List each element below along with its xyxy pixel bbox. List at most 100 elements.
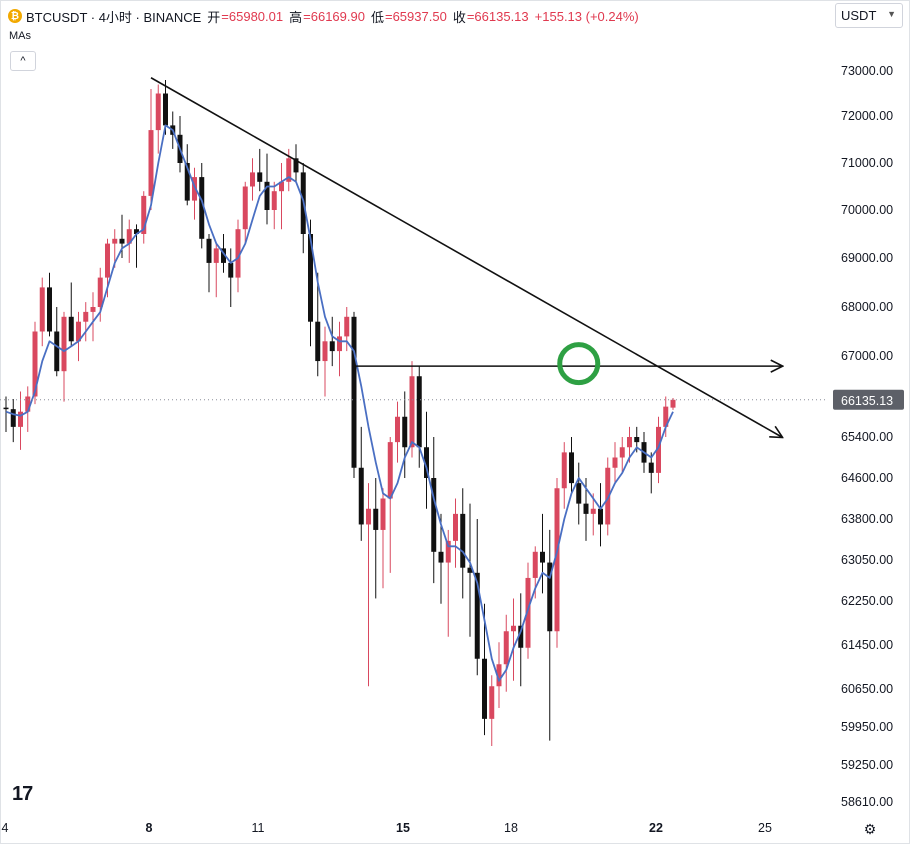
candle-body <box>105 243 110 278</box>
candle-body <box>525 577 531 648</box>
candle-body <box>496 664 502 687</box>
candle <box>366 483 371 687</box>
candle <box>540 513 545 594</box>
candle-body <box>474 572 480 659</box>
candle <box>445 529 451 637</box>
candle <box>184 144 190 206</box>
candle <box>554 478 560 648</box>
candle-body <box>68 316 74 342</box>
candle <box>134 224 139 268</box>
candle-body <box>83 311 89 322</box>
candle <box>329 316 335 367</box>
candle-body <box>503 631 509 665</box>
candle-body <box>387 442 393 499</box>
tradingview-logo[interactable]: 17 <box>12 783 33 805</box>
currency-select[interactable]: USDT ▼ <box>835 3 903 28</box>
candle-body <box>518 625 524 648</box>
price-tick-label: 59950.00 <box>841 720 893 734</box>
price-tick-label: 61450.00 <box>841 638 893 652</box>
candle-body <box>329 341 335 352</box>
candle-body <box>199 177 205 239</box>
candle <box>242 181 248 244</box>
candle-body <box>155 93 161 131</box>
time-tick-label: 22 <box>649 821 663 835</box>
candle-body <box>402 416 408 448</box>
candle <box>192 167 197 220</box>
indicator-label[interactable]: MAs <box>9 30 31 42</box>
candle <box>206 234 212 293</box>
gear-icon[interactable]: ⚙ <box>863 820 877 837</box>
candle-body <box>25 396 31 412</box>
candle-body <box>511 625 516 632</box>
candle <box>431 437 437 584</box>
price-axis[interactable]: 73000.00 72000.00 71000.00 70000.00 69000.00… <box>841 64 893 809</box>
candle-body <box>395 416 400 443</box>
candle <box>119 214 125 258</box>
candle-body <box>619 447 625 458</box>
candle-body <box>489 686 495 719</box>
candle-body <box>656 426 661 473</box>
time-tick-label: 18 <box>504 821 518 835</box>
candle <box>503 614 509 692</box>
price-tick-label: 68000.00 <box>841 300 893 314</box>
close-label: 收 <box>452 9 466 25</box>
candle <box>656 416 661 484</box>
candle <box>10 399 16 443</box>
candle-body <box>351 316 357 468</box>
price-tick-label: 58610.00 <box>841 795 893 809</box>
candle <box>54 307 60 377</box>
currency-value: USDT <box>841 8 877 23</box>
candle-body <box>61 316 67 372</box>
candle-body <box>10 409 16 427</box>
candle <box>416 366 422 468</box>
candle-body <box>228 262 234 278</box>
candle <box>424 411 429 509</box>
candle-body <box>39 287 45 332</box>
price-tick-label: 69000.00 <box>841 251 893 265</box>
candle-body <box>76 321 81 342</box>
candle-body <box>213 248 219 263</box>
candle-body <box>438 551 444 563</box>
price-tick-label: 62250.00 <box>841 594 893 608</box>
candle <box>213 243 219 298</box>
candle <box>264 153 270 225</box>
open-value: =65980.01 <box>221 8 284 24</box>
candle-body <box>206 238 212 263</box>
candle-body <box>141 195 147 234</box>
candle <box>344 307 350 352</box>
close-value: =66135.13 <box>466 8 529 24</box>
trendline-arrow[interactable] <box>150 77 782 437</box>
high-value: =66169.90 <box>303 8 365 24</box>
candle <box>76 311 81 362</box>
collapse-legend-button[interactable]: ^ <box>10 51 36 71</box>
chevron-up-icon: ^ <box>20 55 26 67</box>
ma-line <box>5 124 674 682</box>
candle <box>590 493 596 536</box>
candle <box>315 272 321 377</box>
candle <box>438 513 444 604</box>
candle-body <box>670 399 676 408</box>
candle <box>467 503 473 637</box>
price-tick-label: 67000.00 <box>841 349 893 363</box>
symbol-title[interactable]: BTCUSDT · 4小时 · BINANCE <box>26 9 202 25</box>
candle-body <box>322 341 328 362</box>
candle <box>576 462 582 525</box>
candle-body <box>583 503 589 514</box>
candle-body <box>424 447 429 478</box>
highlight-circle[interactable] <box>557 342 601 386</box>
candle-body <box>90 307 96 312</box>
candle <box>148 89 154 210</box>
candle <box>387 437 393 573</box>
candle-body <box>97 277 103 307</box>
candle <box>474 519 480 676</box>
chevron-down-icon: ▼ <box>887 9 896 19</box>
candle-body <box>134 229 139 234</box>
candle-body <box>286 158 292 182</box>
candle-body <box>540 551 545 563</box>
time-axis[interactable]: 4 8 11 15 18 22 25 <box>2 821 772 835</box>
candle <box>619 437 625 473</box>
candle <box>271 181 277 230</box>
candle <box>228 248 234 307</box>
candle-body <box>561 452 567 489</box>
